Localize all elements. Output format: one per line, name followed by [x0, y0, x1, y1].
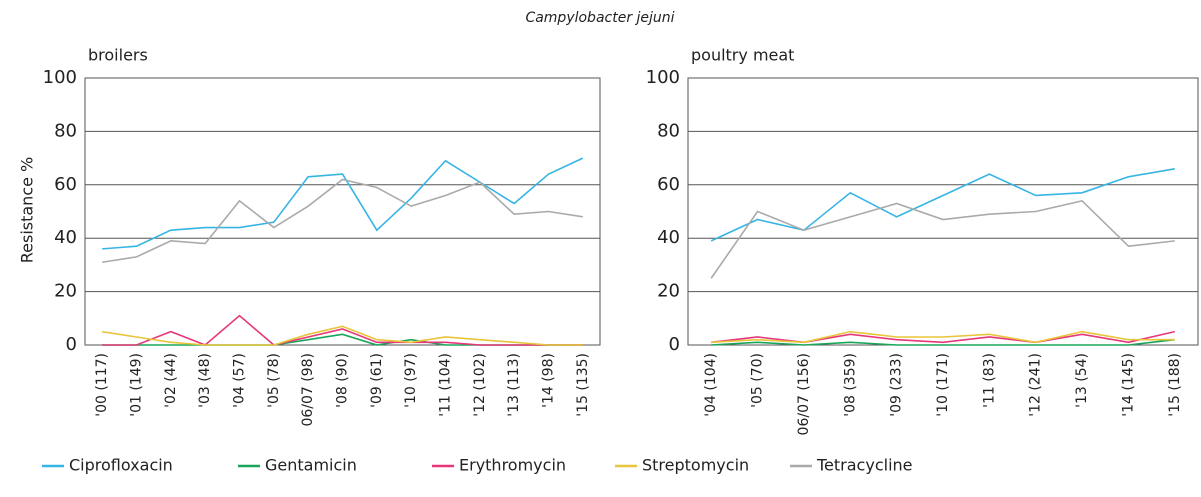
x-tick-label: '14 (145) — [1120, 353, 1136, 417]
legend-label: Tetracycline — [816, 456, 913, 475]
x-tick-label: '08 (359) — [842, 353, 858, 417]
y-tick-label: 20 — [657, 281, 680, 302]
x-tick-label: 06/07 (156) — [796, 353, 812, 435]
x-tick-label: '11 (104) — [438, 353, 454, 417]
y-tick-label: 60 — [54, 174, 77, 195]
series-line — [711, 330, 1175, 344]
x-tick-label: '11 (83) — [981, 353, 997, 408]
x-tick-label: '09 (233) — [889, 353, 905, 417]
series-line — [102, 157, 584, 250]
x-tick-label: '03 (48) — [197, 353, 213, 408]
series-line — [711, 338, 1175, 346]
legend-label: Streptomycin — [642, 456, 749, 475]
x-tick-label: '15 (135) — [575, 353, 591, 417]
y-tick-label: 20 — [54, 281, 77, 302]
series-line — [710, 167, 1175, 242]
y-tick-label: 100 — [43, 67, 77, 88]
series-line — [102, 178, 583, 264]
series-line — [711, 330, 1175, 344]
series-line — [710, 199, 1175, 279]
x-tick-label: '13 (113) — [506, 353, 522, 417]
x-tick-label: '05 (70) — [750, 353, 766, 408]
x-tick-label: '15 (188) — [1167, 353, 1183, 417]
x-tick-label: 06/07 (98) — [300, 353, 316, 427]
y-tick-label: 40 — [54, 227, 77, 248]
y-tick-label: 40 — [657, 227, 680, 248]
y-tick-label: 0 — [66, 334, 77, 355]
legend-label: Erythromycin — [459, 456, 566, 475]
x-tick-label: '12 (102) — [472, 353, 488, 417]
x-tick-label: '12 (241) — [1028, 353, 1044, 417]
y-axis-label: Resistance % — [18, 157, 37, 264]
legend-label: Ciprofloxacin — [69, 456, 173, 475]
x-tick-label: '13 (54) — [1074, 353, 1090, 408]
x-tick-label: '09 (61) — [369, 353, 385, 408]
x-tick-label: '10 (97) — [403, 353, 419, 408]
x-tick-label: '02 (44) — [163, 353, 179, 408]
subtitle: broilers — [88, 46, 148, 65]
subtitle: poultry meat — [691, 46, 794, 65]
y-tick-label: 0 — [669, 334, 680, 355]
y-tick-label: 80 — [657, 120, 680, 141]
x-tick-label: '04 (57) — [232, 353, 248, 408]
y-tick-label: 60 — [657, 174, 680, 195]
x-tick-label: '10 (171) — [935, 353, 951, 417]
y-tick-label: 100 — [646, 67, 680, 88]
plot-frame — [687, 77, 1199, 346]
x-tick-label: '00 (117) — [94, 353, 110, 417]
series-line — [102, 325, 583, 346]
plot-frame — [84, 77, 601, 346]
series-line — [102, 314, 583, 346]
x-tick-label: '04 (104) — [703, 353, 719, 417]
x-tick-label: '05 (78) — [266, 353, 282, 408]
x-tick-label: '01 (149) — [129, 353, 145, 417]
x-tick-label: '08 (90) — [335, 353, 351, 408]
y-tick-label: 80 — [54, 120, 77, 141]
chart-title: Campylobacter jejuni — [525, 10, 674, 26]
legend-label: Gentamicin — [265, 456, 357, 475]
x-tick-label: '14 (98) — [541, 353, 557, 408]
